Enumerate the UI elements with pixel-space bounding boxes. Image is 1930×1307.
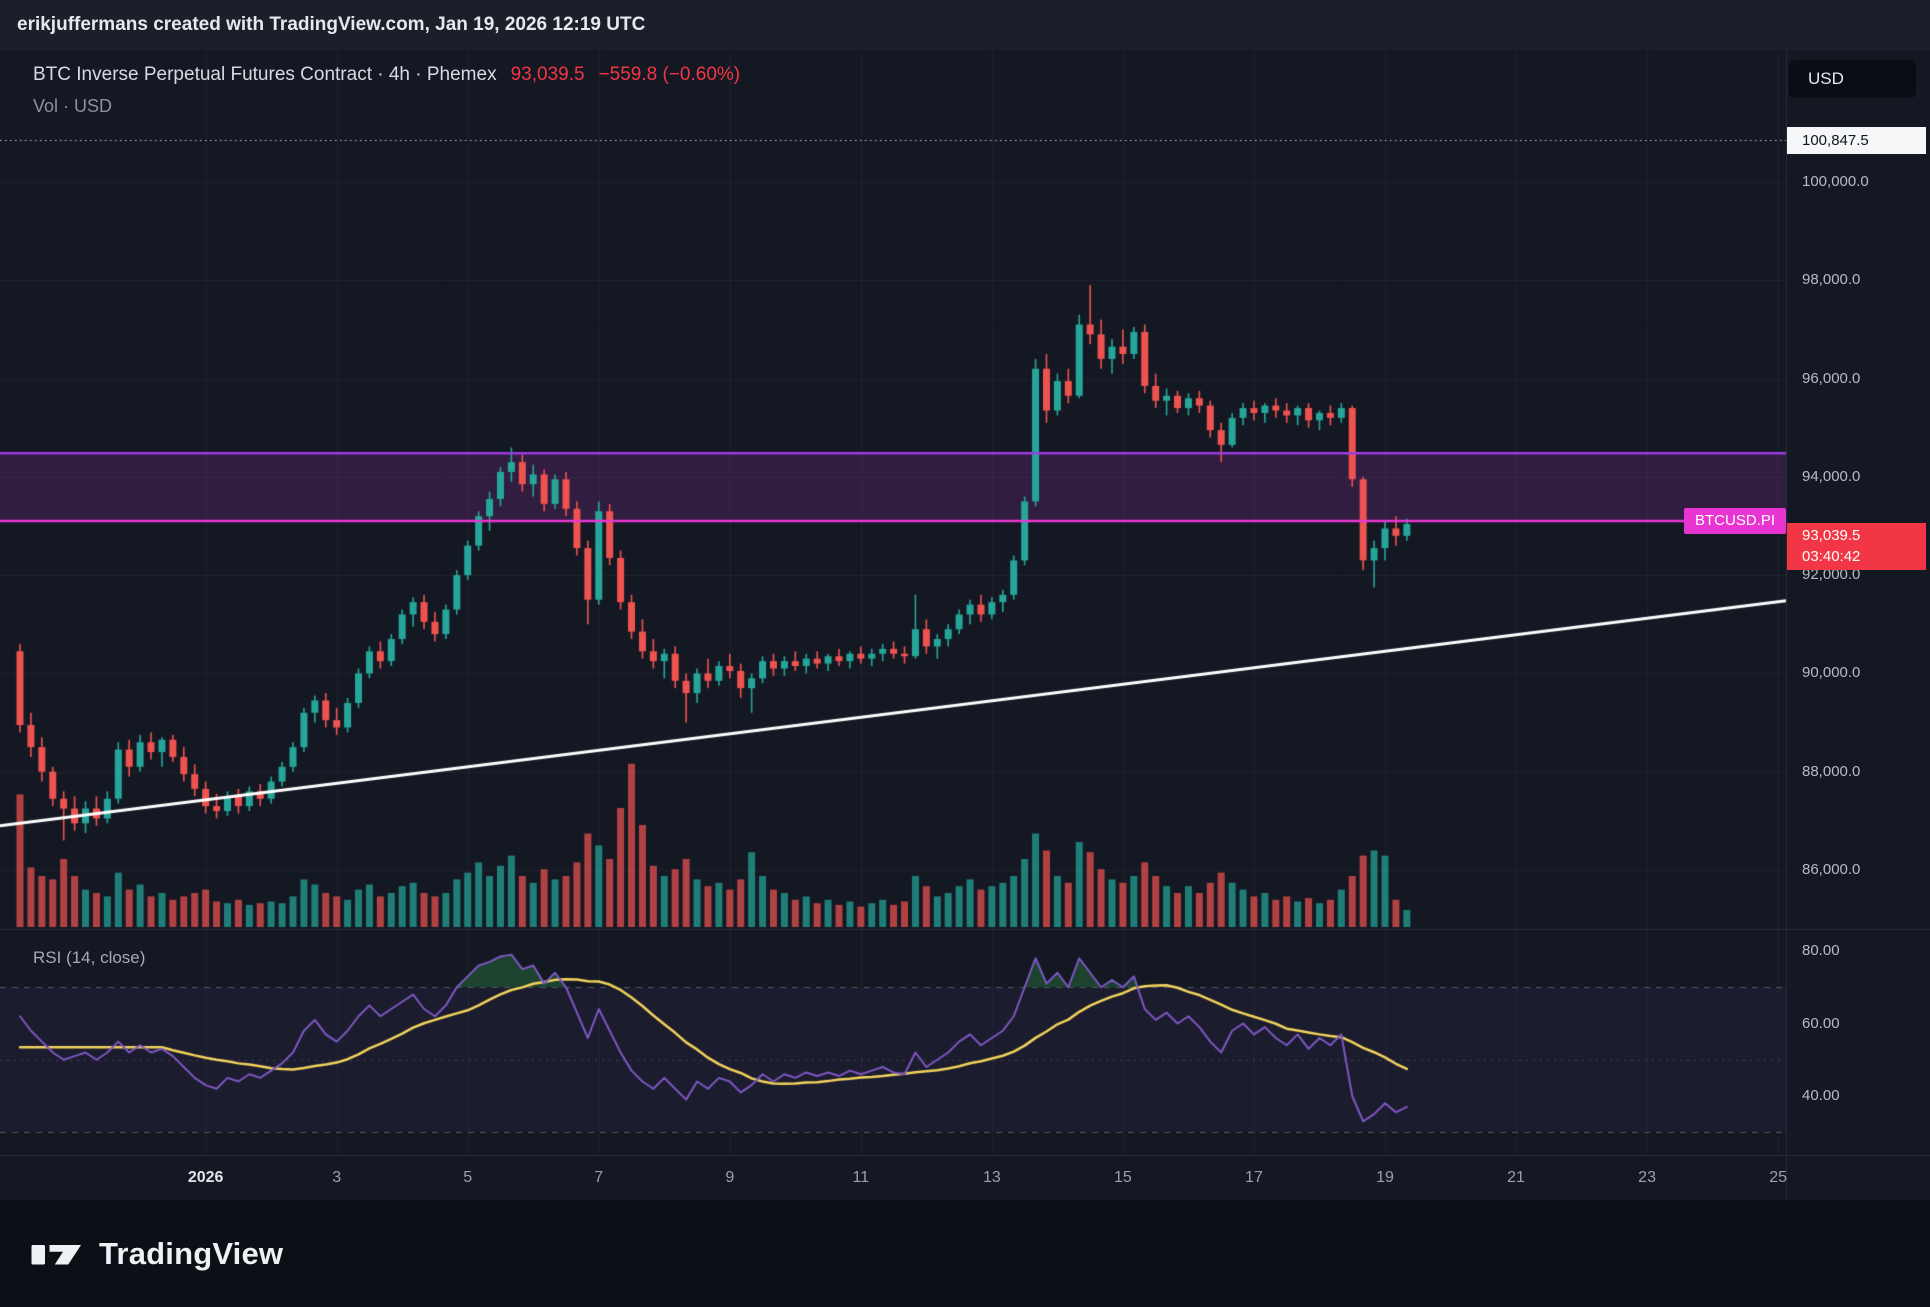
ath-price-label: 100,847.5 [1787, 127, 1926, 155]
tradingview-logo-text: TradingView [99, 1235, 284, 1271]
price-axis-label: 92,000.0 [1802, 566, 1861, 584]
time-axis-label: 9 [725, 1169, 735, 1186]
last-price-value: 93,039.5 [510, 64, 585, 85]
symbol-legend-row: BTC Inverse Perpetual Futures Contract ·… [33, 64, 740, 86]
footer-bar: TradingView [0, 1200, 1930, 1307]
time-axis-label: 21 [1507, 1169, 1525, 1186]
rsi-axis-label: 80.00 [1802, 942, 1840, 959]
time-axis-label: 13 [982, 1169, 1001, 1186]
rsi-legend[interactable]: RSI (14, close) [33, 948, 146, 967]
countdown-timer: 03:40:42 [1802, 548, 1861, 566]
tradingview-logo[interactable]: TradingView [30, 1236, 283, 1272]
price-line-symbol-label[interactable]: BTCUSD.PI [1683, 508, 1786, 535]
time-axis-label: 5 [463, 1169, 473, 1186]
time-axis-label: 15 [1114, 1169, 1132, 1186]
time-axis-label: 23 [1638, 1169, 1656, 1186]
volume-legend-row[interactable]: Vol · USD [33, 96, 740, 117]
rsi-axis-label: 40.00 [1802, 1087, 1840, 1104]
price-axis-label: 94,000.0 [1802, 467, 1861, 485]
price-axis-label: 86,000.0 [1802, 860, 1861, 878]
symbol-title[interactable]: BTC Inverse Perpetual Futures Contract ·… [33, 64, 497, 85]
current-price-label: 93,039.5 [1802, 527, 1861, 545]
price-axis-label: 98,000.0 [1802, 271, 1861, 289]
time-axis-label: 17 [1245, 1169, 1263, 1186]
price-axis-label: 88,000.0 [1802, 762, 1861, 780]
current-price-tag: 93,039.5 03:40:42 [1787, 523, 1926, 571]
attribution-bar: erikjuffermans created with TradingView.… [0, 0, 1930, 50]
time-axis-label: 3 [332, 1169, 342, 1186]
price-axis-label: 90,000.0 [1802, 664, 1861, 682]
price-axis-label: 100,000.0 [1802, 173, 1869, 190]
volume-legend-label: Vol · USD [33, 96, 113, 116]
chart-legend[interactable]: BTC Inverse Perpetual Futures Contract ·… [33, 64, 740, 117]
time-axis-label: 2026 [187, 1169, 224, 1186]
currency-toggle-button[interactable]: USD [1789, 60, 1916, 98]
price-change-value: −559.8 (−0.60%) [598, 64, 741, 85]
price-axis-label: 96,000.0 [1802, 369, 1861, 387]
rsi-axis-label: 60.00 [1802, 1014, 1840, 1032]
tradingview-logo-icon [31, 1244, 81, 1264]
time-axis-label: 7 [594, 1169, 604, 1186]
attribution-text: erikjuffermans created with TradingView.… [17, 14, 646, 35]
time-axis-label: 11 [852, 1169, 870, 1186]
time-axis-label: 25 [1769, 1169, 1788, 1186]
time-axis-label: 19 [1376, 1169, 1394, 1186]
